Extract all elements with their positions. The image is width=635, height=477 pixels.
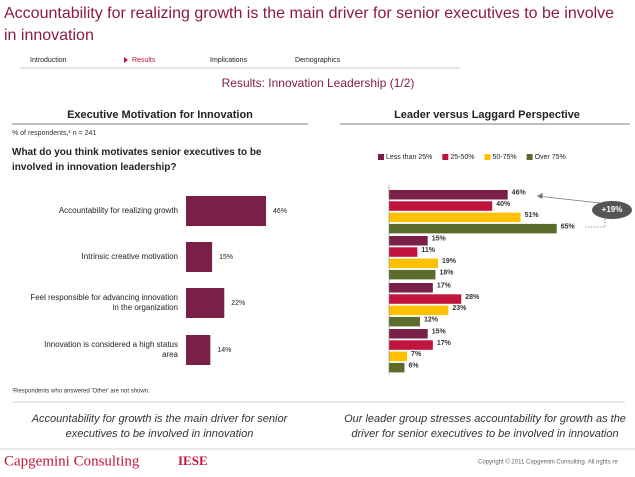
bar <box>389 269 436 280</box>
bar <box>389 247 418 257</box>
callout-badge <box>592 201 632 219</box>
bar <box>186 196 267 226</box>
value-label: 14% <box>217 347 231 354</box>
value-label: 6% <box>408 362 419 369</box>
caption: Our leader group stresses accountability… <box>344 413 626 440</box>
legend-label: Less than 25% <box>386 154 432 161</box>
value-label: 46% <box>512 190 527 197</box>
legend-label: Over 75% <box>535 154 566 161</box>
legend-label: 25-50% <box>450 154 474 161</box>
value-label: 51% <box>525 212 540 219</box>
nav-item[interactable]: Demographics <box>295 57 341 64</box>
legend-swatch <box>526 154 533 160</box>
value-label: 7% <box>411 351 422 358</box>
legend-label: 50-75% <box>492 154 516 161</box>
value-label: 28% <box>465 294 480 301</box>
bar <box>389 305 449 316</box>
category-label: Accountability for realizing growth <box>58 206 178 215</box>
value-label: 17% <box>437 340 452 347</box>
bar <box>389 340 433 350</box>
bar <box>389 283 433 293</box>
value-label: 23% <box>452 305 467 312</box>
callout-arrowhead <box>537 193 543 199</box>
legend-swatch <box>442 154 449 160</box>
annotation: +19% <box>602 205 623 214</box>
bar <box>389 212 521 223</box>
bar <box>389 351 408 362</box>
value-label: 15% <box>219 254 233 261</box>
legend-swatch <box>378 154 384 160</box>
bar <box>389 190 508 200</box>
value-label: 11% <box>421 247 435 254</box>
value-label: 17% <box>437 283 452 290</box>
bar <box>186 242 213 272</box>
section-title: Results: Innovation Leadership (1/2) <box>222 76 415 90</box>
callout-arrow <box>536 195 601 204</box>
bar <box>389 316 420 327</box>
copyright: Copyright © 2011 Capgemini Consulting. A… <box>478 459 618 466</box>
nav-item[interactable]: Introduction <box>30 57 67 64</box>
chart-title: Executive Motivation for Innovation <box>67 109 253 121</box>
value-label: 12% <box>424 316 439 323</box>
value-label: 22% <box>231 300 245 307</box>
slide-title: Accountability for realizing growth is t… <box>4 5 614 22</box>
bar <box>389 258 439 269</box>
callout-dotted <box>585 219 606 228</box>
value-label: 40% <box>496 201 511 208</box>
value-label: 15% <box>432 329 447 336</box>
nav-item[interactable]: Results <box>132 57 156 64</box>
caption: Accountability for growth is the main dr… <box>31 413 288 440</box>
nav-item[interactable]: Implications <box>210 57 247 64</box>
bar <box>389 294 462 304</box>
bar <box>389 223 557 234</box>
value-label: 18% <box>439 269 454 276</box>
nav-marker <box>124 57 128 63</box>
bar <box>186 335 211 365</box>
bar <box>389 201 493 211</box>
footnote: ¹Respondents who answered 'Other' are no… <box>12 389 150 395</box>
value-label: 46% <box>273 208 287 215</box>
category-label: Feel responsible for advancing innovatio… <box>30 293 178 312</box>
legend-swatch <box>484 154 491 160</box>
question: What do you think motivates senior execu… <box>12 147 262 173</box>
slide-title: in innovation <box>4 27 94 44</box>
value-label: 15% <box>432 236 447 243</box>
chart-note: % of respondents,¹ n = 241 <box>12 130 96 137</box>
value-label: 19% <box>442 258 457 265</box>
brand: Capgemini Consulting <box>4 453 140 469</box>
bar <box>389 329 428 339</box>
value-label: 65% <box>561 223 576 230</box>
partner: IESE <box>178 453 208 468</box>
bar <box>389 236 428 246</box>
chart-title: Leader versus Laggard Perspective <box>394 109 580 121</box>
bar <box>186 288 225 318</box>
category-label: Intrinsic creative motivation <box>81 252 178 261</box>
category-label: Innovation is considered a high status a… <box>44 340 178 359</box>
bar <box>389 362 405 373</box>
